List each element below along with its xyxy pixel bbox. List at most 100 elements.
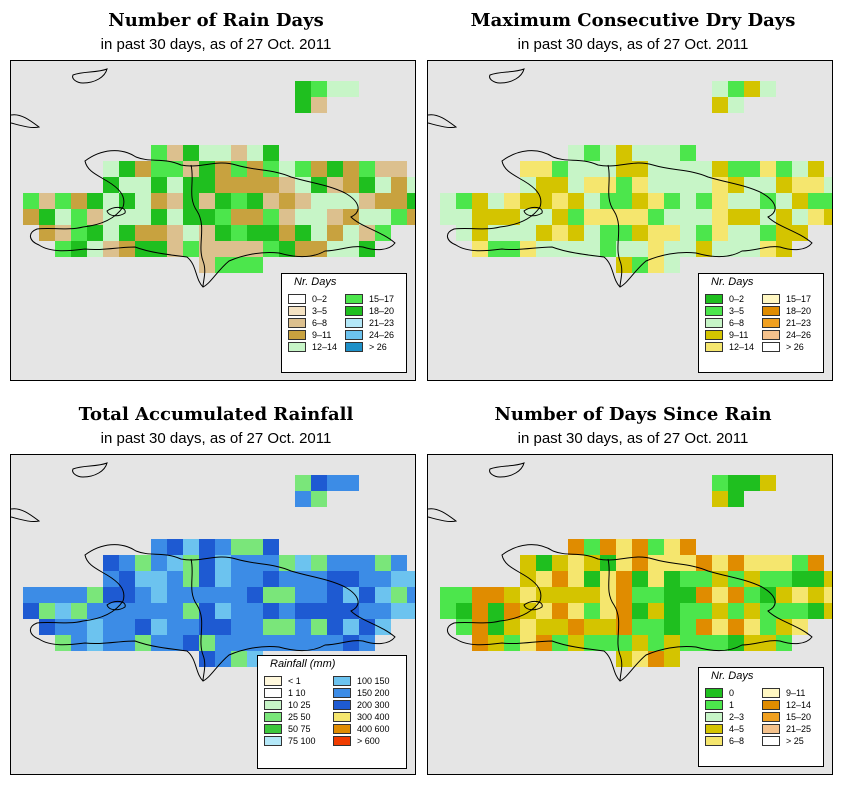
grid-cell bbox=[119, 209, 135, 225]
grid-cell bbox=[456, 603, 472, 619]
grid-cell bbox=[728, 241, 744, 257]
legend: Nr. Days 0–2 3–5 6–8 9–11 12–14 15–17 18–20 21–… bbox=[698, 273, 824, 373]
grid-cell bbox=[648, 571, 664, 587]
grid-cell bbox=[760, 241, 776, 257]
grid-cell bbox=[183, 145, 199, 161]
grid-cell bbox=[103, 603, 119, 619]
grid-cell bbox=[616, 603, 632, 619]
hispaniola-map bbox=[428, 462, 832, 682]
grid-cell bbox=[87, 209, 103, 225]
legend-swatch bbox=[762, 294, 780, 304]
border-line bbox=[190, 164, 206, 288]
gonave-island-outline bbox=[523, 600, 543, 611]
legend-label: 400 600 bbox=[357, 724, 390, 734]
cuba-outline bbox=[11, 508, 41, 522]
grid-cell bbox=[215, 555, 231, 571]
grid-cell bbox=[808, 209, 824, 225]
legend-label: 15–20 bbox=[786, 712, 812, 722]
grid-cell bbox=[295, 491, 311, 507]
grid-cell bbox=[728, 555, 744, 571]
legend-item: 6–8 bbox=[705, 736, 744, 746]
grid-cell bbox=[536, 177, 552, 193]
grid-cell bbox=[263, 225, 279, 241]
grid-cell bbox=[279, 571, 295, 587]
legend-swatch bbox=[264, 700, 282, 710]
grid-cell bbox=[552, 225, 568, 241]
grid-cell bbox=[760, 555, 776, 571]
legend-swatch bbox=[264, 676, 282, 686]
grid-cell bbox=[23, 193, 39, 209]
legend-swatch bbox=[705, 342, 723, 352]
legend-label: 18–20 bbox=[369, 306, 395, 316]
grid-cell bbox=[295, 177, 311, 193]
grid-cell bbox=[648, 539, 664, 555]
grid-cell bbox=[71, 603, 87, 619]
legend-swatch bbox=[264, 688, 282, 698]
grid-cell bbox=[664, 571, 680, 587]
grid-cell bbox=[584, 619, 600, 635]
grid-cell bbox=[183, 587, 199, 603]
legend-item: 1 bbox=[705, 700, 734, 710]
grid-cell bbox=[343, 225, 359, 241]
grid-cell bbox=[760, 193, 776, 209]
grid-cell bbox=[231, 257, 247, 273]
grid-cell bbox=[456, 193, 472, 209]
grid-cell bbox=[600, 571, 616, 587]
legend-item: 50 75 bbox=[264, 724, 311, 734]
grid-cell bbox=[616, 619, 632, 635]
grid-cell bbox=[728, 475, 744, 491]
grid-cell bbox=[71, 587, 87, 603]
grid-cell bbox=[632, 651, 648, 667]
grid-cell bbox=[199, 603, 215, 619]
grid-cell bbox=[504, 225, 520, 241]
grid-cell bbox=[343, 475, 359, 491]
grid-cell bbox=[311, 603, 327, 619]
legend-swatch bbox=[705, 688, 723, 698]
legend-swatch bbox=[264, 724, 282, 734]
grid-cell bbox=[263, 145, 279, 161]
grid-cell bbox=[824, 603, 832, 619]
legend-swatch bbox=[288, 306, 306, 316]
legend-item: 24–26 bbox=[345, 330, 394, 340]
grid-cell bbox=[55, 619, 71, 635]
grid-cell bbox=[488, 241, 504, 257]
grid-cell bbox=[135, 177, 151, 193]
grid-cell bbox=[215, 635, 231, 651]
grid-cell bbox=[664, 603, 680, 619]
grid-cell bbox=[744, 571, 760, 587]
grid-cell bbox=[792, 209, 808, 225]
grid-cell bbox=[808, 603, 824, 619]
gonave-island-outline bbox=[106, 206, 126, 217]
grid-cell bbox=[488, 209, 504, 225]
grid-cell bbox=[359, 177, 375, 193]
grid-cell bbox=[616, 241, 632, 257]
grid-cell bbox=[552, 571, 568, 587]
legend-label: 6–8 bbox=[312, 318, 328, 328]
grid-cell bbox=[71, 241, 87, 257]
grid-cell bbox=[119, 241, 135, 257]
grid-cell bbox=[311, 241, 327, 257]
legend-item: > 26 bbox=[345, 342, 387, 352]
hispaniola-map bbox=[11, 462, 415, 682]
grid-cell bbox=[680, 161, 696, 177]
grid-cell bbox=[584, 225, 600, 241]
panel-subtitle: in past 30 days, as of 27 Oct. 2011 bbox=[517, 36, 749, 53]
legend-swatch bbox=[288, 294, 306, 304]
grid-cell bbox=[151, 587, 167, 603]
grid-cell bbox=[728, 491, 744, 507]
islet-outline bbox=[489, 462, 525, 478]
grid-cell bbox=[520, 619, 536, 635]
legend-swatch bbox=[264, 736, 282, 746]
grid-cell bbox=[167, 241, 183, 257]
hispaniola-map bbox=[428, 68, 832, 288]
grid-cell bbox=[295, 475, 311, 491]
grid-cell bbox=[167, 225, 183, 241]
grid-cell bbox=[680, 635, 696, 651]
legend-item: 24–26 bbox=[762, 330, 811, 340]
grid-cell bbox=[327, 619, 343, 635]
legend-swatch bbox=[288, 330, 306, 340]
grid-cell bbox=[279, 193, 295, 209]
legend-swatch bbox=[762, 318, 780, 328]
panel-subtitle: in past 30 days, as of 27 Oct. 2011 bbox=[100, 36, 332, 53]
grid-cell bbox=[552, 241, 568, 257]
